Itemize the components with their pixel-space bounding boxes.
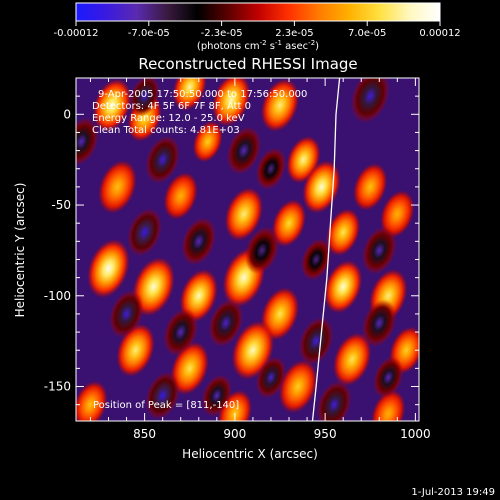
heatmap-dark-lobe (244, 226, 280, 275)
heatmap-dark-lobe (163, 308, 198, 356)
heatmap-dark-lobe (145, 135, 180, 184)
heatmap-dark-lobe (181, 217, 216, 266)
annotation-detectors: Detectors: 4F 5F 6F 7F 8F, Att 0 (92, 101, 251, 112)
solar-limb-line (311, 78, 341, 421)
heatmap-dark-lobe (208, 299, 243, 347)
colorbar-tick-label: -0.00012 (54, 28, 99, 39)
x-axis-label: Heliocentric X (arcsec) (182, 447, 318, 461)
y-tick-label: -50 (51, 198, 71, 212)
heatmap-bright-source (92, 78, 132, 132)
heatmap-bright-source (163, 172, 198, 220)
annotation-time: 9-Apr-2005 17:50:50.000 to 17:56:50.000 (98, 89, 307, 100)
heatmap-dark-lobe (129, 78, 160, 117)
x-tick-label: 1000 (400, 427, 431, 441)
heatmap-dark-lobe (298, 317, 334, 365)
heatmap-bright-source (302, 160, 341, 214)
heatmap-dark-lobe (145, 371, 180, 420)
x-tick-label: 900 (223, 427, 246, 441)
colorbar-ticks: -0.00012 -7.0e-05 -2.3e-05 2.3e-05 7.0e-05 0.… (54, 21, 461, 39)
heatmap-dark-lobe (127, 208, 162, 256)
colorbar-unit-label: (photons cm-2 s-1 asec-2) (197, 39, 319, 52)
heatmap-bright-source (323, 260, 363, 314)
heatmap-dark-lobe (362, 226, 397, 275)
colorbar-tick-label: 7.0e-05 (348, 28, 386, 39)
heatmap-bright-source (98, 160, 137, 214)
heatmap-bright-source (353, 163, 388, 211)
heatmap-bright-source (332, 332, 372, 386)
heatmap-bright-source (172, 78, 207, 111)
chart-title: Reconstructed RHESSI Image (138, 55, 357, 73)
heatmap-dark-lobe (201, 374, 232, 417)
colorbar (75, 2, 441, 22)
heatmap-dark-lobe (226, 126, 262, 175)
heatmap-dark-lobe (255, 148, 286, 190)
heatmap-bright-source (380, 190, 415, 238)
heatmap-bright-source (278, 359, 318, 414)
colorbar-tick-label: -7.0e-05 (128, 28, 170, 39)
footer-timestamp: 1-Jul-2013 19:49 (411, 487, 495, 498)
colorbar-tick-label: 2.3e-05 (275, 28, 313, 39)
heatmap-bright-source (76, 380, 108, 421)
colorbar-tick-label: 0.00012 (419, 28, 460, 39)
x-tick-label: 950 (314, 427, 337, 441)
heatmap-bright-source (192, 120, 223, 163)
heatmap-dark-lobe (373, 356, 404, 399)
heatmap-dark-lobe (362, 299, 397, 347)
heatmap-dark-lobe (301, 238, 332, 281)
heatmap-bright-source (211, 78, 251, 127)
annotation-energy: Energy Range: 12.0 - 25.0 keV (92, 113, 245, 124)
y-axis-label: Heliocentric Y (arcsec) (13, 183, 27, 318)
y-tick-label: -100 (44, 289, 71, 303)
heatmap-bright-source (260, 78, 300, 132)
heatmap-dark-lobe (350, 78, 390, 123)
y-tick-label: 0 (63, 107, 71, 121)
colorbar-tick-label: -2.3e-05 (201, 28, 243, 39)
x-tick-label: 850 (133, 427, 156, 441)
heatmap-bright-source (224, 187, 264, 241)
heatmap-dark-lobe (255, 356, 286, 399)
axis-ticks: 850 900 950 1000 0 -50 -100 -150 (44, 77, 431, 441)
annotation-peak: Position of Peak = [811,-140] (93, 400, 239, 411)
heatmap-bright-source (371, 390, 406, 421)
heatmap-bright-source (326, 208, 361, 256)
heatmap-blobs (76, 78, 419, 421)
y-tick-label: -150 (44, 380, 71, 394)
heatmap-bright-source (271, 199, 307, 247)
plot-frame (75, 77, 420, 422)
heatmap-dark-lobe (76, 117, 99, 166)
annotation-method: Clean Total counts: 4.81E+03 (92, 125, 240, 136)
heatmap-dark-lobe (109, 290, 144, 338)
heatmap-bright-source (87, 238, 130, 299)
